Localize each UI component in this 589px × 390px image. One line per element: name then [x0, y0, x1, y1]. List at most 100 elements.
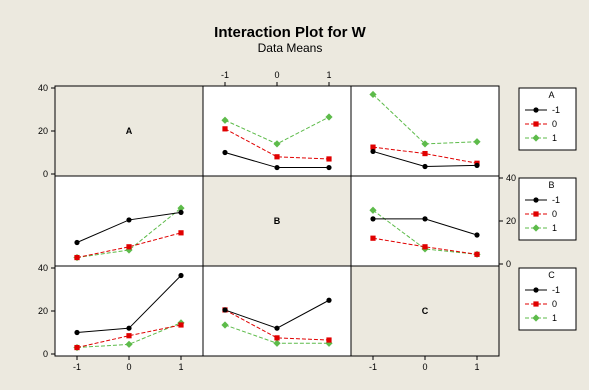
legend-label-A-1: 1 [552, 133, 557, 143]
y-tick-label: 0 [43, 349, 48, 359]
data-point-B-C-level--1-x2 [474, 232, 480, 238]
data-point-A-B-level-0-x2 [326, 156, 332, 162]
legend-label-C--1: -1 [552, 285, 560, 295]
data-point-A-C-level-1-x2 [473, 138, 481, 146]
data-point-C-A-level-1-x1 [125, 340, 133, 348]
legend-marker-A-1 [532, 134, 540, 142]
legend-box-C [518, 267, 577, 331]
legend-title-C: C [548, 270, 555, 280]
x-tick-label: 0 [422, 362, 427, 372]
data-point-A-C-level-1-x1 [421, 140, 429, 148]
legend-label-A--1: -1 [552, 105, 560, 115]
legend-marker-C--1 [533, 287, 539, 293]
data-point-C-A-level-0-x2 [178, 322, 184, 328]
data-point-A-B-level--1-x0 [222, 149, 228, 156]
panel-A-vs-C [350, 85, 500, 177]
legend-label-B--1: -1 [552, 195, 560, 205]
legend-label-A-0: 0 [552, 119, 557, 129]
data-point-B-A-level--1-x1 [126, 217, 132, 223]
data-point-C-A-level--1-x1 [126, 325, 132, 331]
legend-marker-C-1 [532, 314, 540, 322]
data-point-A-C-level--1-x0 [370, 148, 376, 155]
series-line-B-C-level-1 [372, 209, 478, 255]
data-point-A-C-level--1-x2 [474, 162, 480, 168]
data-point-A-B-level--1-x1 [274, 164, 280, 171]
data-point-A-B-level-0-x1 [274, 154, 280, 160]
data-point-B-A-level-0-x1 [126, 244, 132, 250]
data-point-C-A-level-0-x0 [74, 344, 80, 351]
y-tick-label: 20 [38, 306, 48, 316]
legend-label-B-0: 0 [552, 209, 557, 219]
data-point-B-C-level-0-x1 [422, 244, 428, 250]
data-point-C-B-level-1-x1 [273, 339, 281, 347]
factor-label-C: C [422, 306, 429, 316]
data-point-B-A-level-0-x0 [74, 254, 80, 261]
legend-marker-B-0 [533, 211, 539, 217]
y-tick-label: 20 [38, 126, 48, 136]
y-tick-label: 0 [506, 259, 511, 269]
x-tick-label: 1 [326, 70, 331, 80]
x-tick-label: -1 [221, 70, 229, 80]
legend-marker-C-0 [533, 301, 539, 307]
data-point-B-A-level--1-x2 [178, 209, 184, 215]
series-line-C-B-level-0 [224, 309, 330, 341]
chart-subtitle: Data Means [258, 41, 323, 55]
data-point-A-C-level-0-x0 [370, 144, 376, 150]
x-tick-label: -1 [73, 362, 81, 372]
data-point-C-A-level-0-x1 [126, 333, 132, 339]
legend-title-A: A [548, 90, 554, 100]
data-point-B-C-level--1-x0 [370, 216, 376, 222]
data-point-C-B-level--1-x2 [326, 297, 332, 303]
series-line-A-B-level-0 [224, 128, 330, 160]
data-point-A-B-level-1-x2 [325, 113, 333, 121]
chart-title: Interaction Plot for W [214, 24, 367, 41]
data-point-A-C-level--1-x1 [422, 163, 428, 170]
y-tick-label: 20 [506, 216, 516, 226]
legend-marker-B-1 [532, 224, 540, 232]
legend-label-B-1: 1 [552, 223, 557, 233]
diagonal-cell-C [350, 265, 500, 357]
x-tick-label: 1 [474, 362, 479, 372]
x-tick-label: -1 [369, 362, 377, 372]
data-point-A-B-level--1-x2 [326, 164, 332, 171]
factor-label-A: A [126, 126, 133, 136]
series-line-A-C-level-0 [372, 146, 478, 164]
legend-marker-A--1 [533, 107, 539, 113]
data-point-B-C-level-0-x2 [474, 251, 480, 257]
data-point-B-C-level-1-x0 [369, 206, 377, 214]
data-point-C-A-level--1-x2 [178, 272, 184, 279]
legend-label-C-1: 1 [552, 313, 557, 323]
legend-box-B [518, 177, 577, 241]
legend-box-A [518, 87, 577, 151]
legend-marker-A-0 [533, 121, 539, 127]
data-point-A-C-level-0-x1 [422, 150, 428, 157]
y-tick-label: 40 [38, 263, 48, 273]
y-tick-label: 40 [38, 83, 48, 93]
data-point-B-C-level--1-x1 [422, 216, 428, 222]
x-tick-label: 0 [274, 70, 279, 80]
data-point-C-A-level--1-x0 [74, 329, 80, 336]
data-point-B-A-level-0-x2 [178, 230, 184, 236]
plot-matrix: A B C 0 20 40 0 20 40 0 20 40 -1 0 1 -1 0 1 -1 0 1 A -1 0 1 B -1 0 1… [38, 70, 577, 372]
data-point-C-B-level--1-x0 [222, 307, 228, 313]
legend-label-C-0: 0 [552, 299, 557, 309]
x-tick-label: 1 [178, 362, 183, 372]
series-line-B-A-level-1 [76, 207, 182, 259]
data-point-C-B-level-0-x2 [326, 337, 332, 343]
x-tick-label: 0 [126, 362, 131, 372]
y-tick-label: 0 [43, 169, 48, 179]
data-point-A-B-level-1-x0 [221, 116, 229, 124]
data-point-A-B-level-0-x0 [222, 126, 228, 132]
legend-title-B: B [548, 180, 554, 190]
data-point-A-B-level-1-x1 [273, 140, 281, 148]
data-point-B-A-level--1-x0 [74, 239, 80, 246]
data-point-C-B-level--1-x1 [274, 325, 280, 331]
data-point-B-C-level-0-x0 [370, 235, 376, 241]
diagonal-cell-A [54, 85, 204, 177]
series-line-B-C-level-0 [372, 237, 478, 255]
factor-label-B: B [274, 216, 281, 226]
legend-marker-B--1 [533, 197, 539, 203]
y-tick-label: 40 [506, 173, 516, 183]
